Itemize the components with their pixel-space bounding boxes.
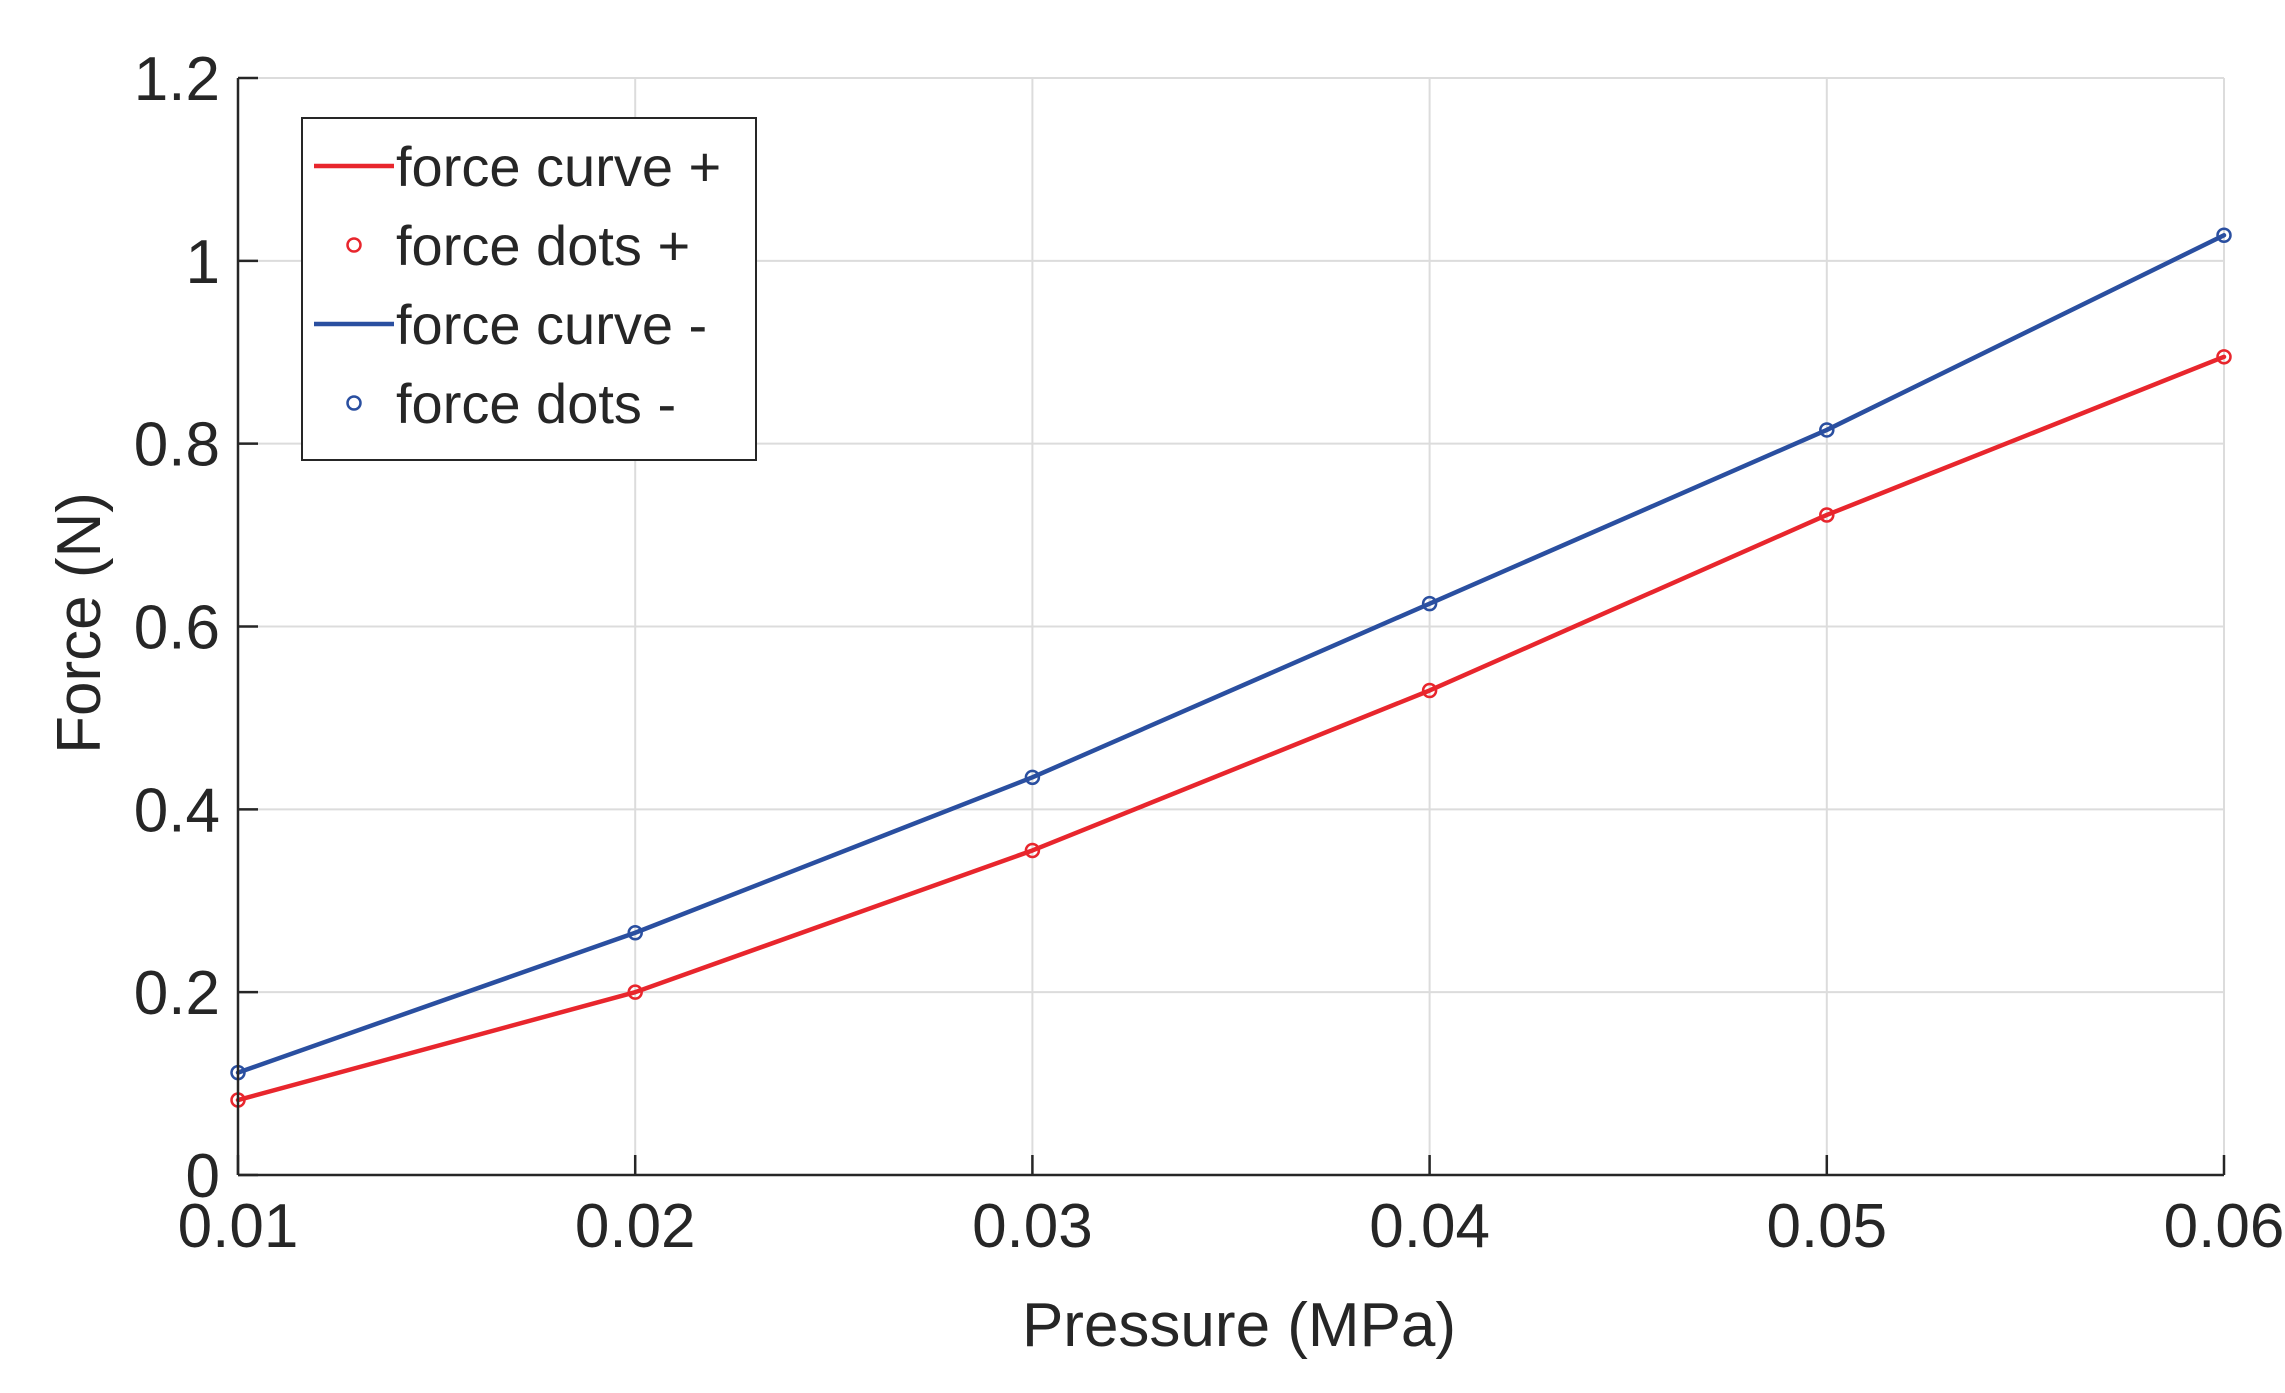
series-line-0 (235, 354, 2227, 1103)
legend: force curve + force dots + force curve - fo… (301, 117, 757, 461)
legend-label-3: force dots - (396, 372, 676, 435)
x-tick-label-4: 0.05 (1766, 1192, 1887, 1261)
x-tick-label-2: 0.03 (972, 1192, 1093, 1261)
data-point-3-1 (627, 924, 643, 941)
legend-box (301, 117, 757, 461)
data-point-1-5 (2216, 349, 2232, 365)
y-tick-label-3: 0.6 (134, 594, 220, 663)
axes (236, 76, 2226, 1177)
y-tick-label-6: 1.2 (134, 45, 220, 114)
x-tick-label-1: 0.02 (575, 1192, 696, 1261)
x-tick-label-0: 0.01 (178, 1192, 299, 1261)
x-axis-label: Pressure (MPa) (1022, 1291, 1456, 1360)
data-point-3-3 (1421, 595, 1438, 612)
tick-labels: 0.01 0.02 0.03 0.04 0.05 0.06 0 0.2 0.4 0.6 0.8 1 1.… (134, 45, 2285, 1261)
data-point-3-4 (1819, 422, 1835, 438)
legend-label-0: force curve + (396, 135, 721, 198)
legend-swatch-1 (346, 237, 362, 253)
data-point-1-1 (627, 984, 643, 1000)
data-point-1-2 (1024, 842, 1041, 859)
x-tick-label-5: 0.06 (2164, 1192, 2285, 1261)
x-tick-label-3: 0.04 (1369, 1192, 1490, 1261)
y-tick-label-0: 0 (186, 1142, 220, 1211)
y-axis-label: Force (N) (45, 492, 114, 754)
legend-swatch-3 (346, 395, 362, 411)
y-tick-label-2: 0.4 (134, 776, 220, 845)
y-tick-label-5: 1 (186, 228, 220, 297)
legend-label-1: force dots + (396, 214, 690, 277)
series-line-2 (235, 232, 2227, 1075)
data-point-3-2 (1024, 769, 1041, 786)
data-point-3-5 (2216, 227, 2232, 243)
data-point-1-3 (1421, 682, 1438, 699)
y-tick-label-4: 0.8 (134, 411, 220, 480)
series-layer (230, 227, 2232, 1108)
data-point-1-4 (1819, 507, 1835, 523)
legend-label-2: force curve - (396, 293, 707, 356)
y-tick-label-1: 0.2 (134, 959, 220, 1028)
